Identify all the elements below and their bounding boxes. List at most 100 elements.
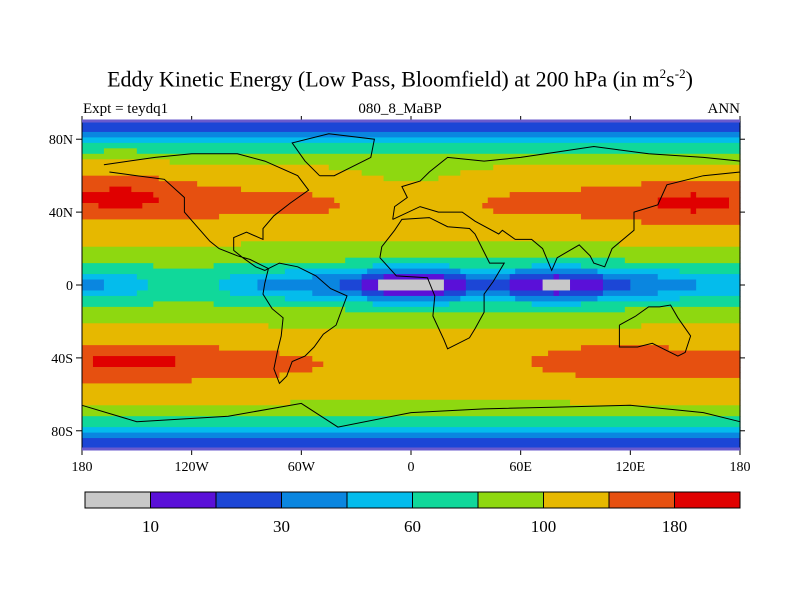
- field-cell: [553, 290, 560, 297]
- colorbar-label: 10: [142, 517, 159, 536]
- coastlines: [81, 133, 741, 428]
- colorbar-box: [346, 491, 413, 509]
- field-cell: [230, 274, 313, 281]
- x-tick-label: 180: [730, 460, 751, 475]
- x-axis: 180 120W 60W 0 60E 120E 180: [72, 116, 751, 475]
- field-cell: [641, 219, 741, 226]
- field-cell: [82, 208, 330, 215]
- field-cell: [82, 170, 363, 177]
- field-cell: [82, 394, 741, 401]
- subtitle-left: Expt = teydq1: [83, 101, 169, 117]
- field-cell: [367, 268, 461, 275]
- field-cell: [82, 192, 154, 199]
- field-cell: [82, 421, 741, 428]
- field-cell: [323, 361, 533, 368]
- field-cell: [465, 274, 511, 281]
- field-cell: [82, 285, 105, 292]
- field-cell: [690, 192, 697, 199]
- field-cell: [312, 274, 363, 281]
- field-cell: [136, 290, 231, 297]
- field-cell: [82, 126, 741, 133]
- ekee-field: [82, 121, 741, 450]
- field-cell: [493, 208, 692, 215]
- field-cell: [257, 279, 341, 286]
- field-cell: [230, 290, 313, 297]
- field-cell: [136, 274, 231, 281]
- field-cell: [82, 334, 741, 341]
- field-cell: [619, 241, 741, 248]
- colorbar-box: [608, 491, 675, 509]
- field-cell: [82, 279, 105, 286]
- field-cell: [82, 372, 280, 379]
- field-cell: [82, 339, 741, 346]
- field-cell: [82, 203, 100, 210]
- field-cell: [82, 268, 286, 275]
- field-cell: [630, 285, 697, 292]
- field-cell: [339, 285, 363, 292]
- field-cell: [241, 241, 620, 248]
- field-cell: [82, 137, 741, 144]
- field-cell: [443, 290, 467, 297]
- field-cell: [153, 192, 313, 199]
- coastline: [291, 133, 375, 177]
- field-cell: [82, 432, 741, 439]
- field-cell: [328, 164, 494, 171]
- colorbar-box: [281, 491, 348, 509]
- field-cell: [641, 323, 741, 330]
- field-cell: [509, 285, 544, 292]
- colorbar-box: [215, 491, 282, 509]
- field-cell: [147, 279, 220, 286]
- field-cell: [82, 438, 741, 445]
- field-cell: [312, 192, 511, 199]
- field-cell: [82, 383, 741, 390]
- field-cell: [602, 279, 631, 286]
- field-cell: [630, 279, 697, 286]
- field-cell: [82, 377, 193, 384]
- field-cell: [131, 186, 242, 193]
- colorbar-box: [477, 491, 544, 509]
- field-cell: [82, 230, 741, 237]
- field-cell: [657, 274, 741, 281]
- field-cell: [570, 285, 604, 292]
- field-cell: [515, 268, 599, 275]
- field-cell: [158, 175, 385, 182]
- field-cell: [312, 367, 544, 374]
- field-cell: [312, 290, 363, 297]
- field-cell: [465, 279, 511, 286]
- field-cell: [82, 345, 220, 352]
- field-cell: [82, 295, 286, 302]
- field-cell: [668, 345, 741, 352]
- field-cell: [158, 197, 335, 204]
- field-cell: [82, 153, 741, 160]
- field-cell: [580, 263, 741, 270]
- field-cell: [82, 388, 741, 395]
- field-cell: [82, 213, 220, 220]
- field-cell: [361, 285, 379, 292]
- field-cell: [372, 263, 450, 270]
- field-cell: [103, 279, 149, 286]
- field-cell: [279, 372, 577, 379]
- field-cell: [82, 186, 111, 193]
- colorbar-box: [543, 491, 610, 509]
- field-cell: [580, 301, 741, 308]
- coastline: [103, 153, 310, 271]
- field-cell: [142, 203, 341, 210]
- field-cell: [82, 361, 94, 368]
- field-cell: [559, 274, 604, 281]
- field-cell: [82, 356, 94, 363]
- field-cell: [339, 203, 483, 210]
- field-cell: [82, 224, 741, 231]
- field-cell: [82, 219, 642, 226]
- y-tick-label: 40N: [49, 206, 73, 221]
- field-cell: [219, 213, 582, 220]
- y-tick-label: 0: [66, 279, 73, 294]
- field-cell: [241, 186, 582, 193]
- field-cell: [219, 279, 259, 286]
- field-cell: [284, 295, 368, 302]
- field-cell: [580, 345, 670, 352]
- field-cell: [696, 192, 741, 199]
- field-cell: [531, 356, 741, 363]
- field-cell: [219, 285, 259, 292]
- field-cell: [82, 175, 160, 182]
